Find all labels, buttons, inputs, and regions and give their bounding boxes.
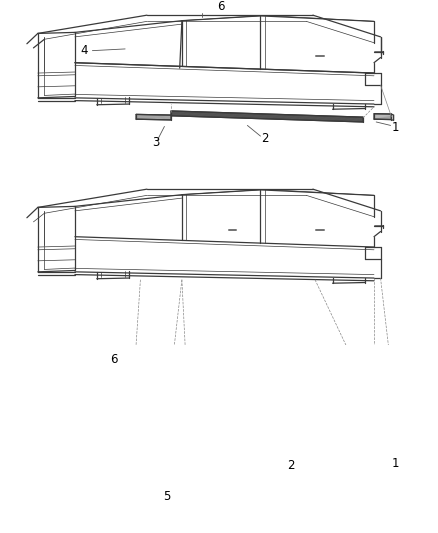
Text: 4: 4 <box>80 44 88 57</box>
Text: 1: 1 <box>392 121 399 134</box>
Text: 5: 5 <box>163 490 170 503</box>
Text: 6: 6 <box>110 352 118 366</box>
Polygon shape <box>374 371 392 377</box>
Text: 2: 2 <box>261 132 268 145</box>
Polygon shape <box>171 111 363 122</box>
Polygon shape <box>132 411 188 418</box>
Polygon shape <box>171 375 363 387</box>
Text: 3: 3 <box>152 136 159 149</box>
Text: 1: 1 <box>392 457 399 470</box>
Polygon shape <box>136 115 171 120</box>
Polygon shape <box>374 114 392 119</box>
Polygon shape <box>392 114 394 120</box>
Polygon shape <box>392 372 394 378</box>
Text: 2: 2 <box>287 459 295 472</box>
Text: 6: 6 <box>217 0 225 13</box>
